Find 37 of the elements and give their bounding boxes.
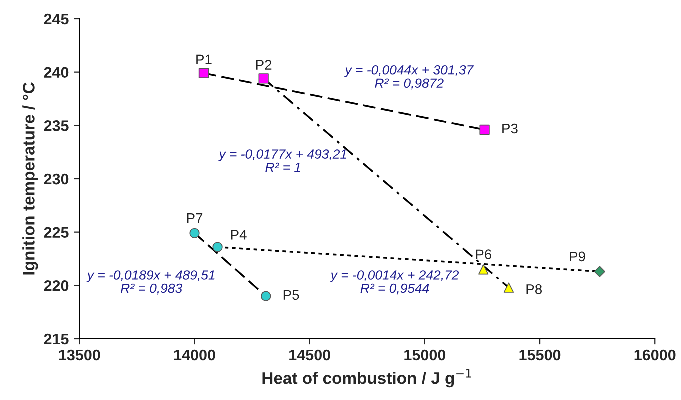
- annotation: y = -0,0014x + 242,72 R² = 0,9544: [330, 270, 460, 295]
- point: [190, 228, 200, 238]
- point: [198, 68, 210, 78]
- x-tick-label: 14500: [290, 350, 330, 361]
- x-tick-label: 15000: [404, 350, 446, 361]
- point: [258, 74, 269, 84]
- annotation: y = -0,0189x + 489,51 R² = 0,983: [86, 270, 215, 295]
- y-tick-label: 235: [44, 120, 69, 132]
- y-tick-label: 230: [44, 174, 69, 185]
- x-axis-title: Heat of combustion / J g$^{−1}$: [262, 369, 472, 388]
- series-label: P7: [187, 214, 203, 224]
- y-tick-label: 215: [44, 334, 69, 345]
- point: [478, 264, 489, 275]
- series-label: P6: [476, 250, 492, 260]
- y-tick-label: 220: [44, 280, 69, 292]
- x-tick-label: 15500: [520, 350, 561, 361]
- x-tick-label: 16000: [634, 350, 676, 361]
- point: [212, 242, 223, 252]
- y-tick-label: 240: [44, 67, 69, 78]
- series-label: P1: [196, 54, 212, 64]
- series-label: P4: [231, 230, 247, 240]
- point: [480, 124, 490, 136]
- series-label: P8: [526, 284, 542, 294]
- annotation: y = -0,0044x + 301,37 R² = 0,9872: [344, 65, 474, 90]
- x-tick-label: 14000: [174, 350, 216, 361]
- point: [261, 291, 272, 302]
- y-axis-title: Ignition temperature / °C: [22, 82, 38, 275]
- y-tick-label: 245: [44, 14, 69, 25]
- series-label: P5: [284, 290, 300, 300]
- series-label: P3: [502, 124, 518, 134]
- point: [594, 266, 606, 278]
- annotation: y = -0,0177x + 493,21 R² = 1: [218, 150, 346, 172]
- x-tick-label: 13500: [59, 350, 100, 361]
- point: [504, 282, 514, 293]
- y-tick-label: 225: [44, 227, 69, 238]
- series-label: P2: [256, 60, 272, 70]
- series-label: P9: [570, 252, 586, 262]
